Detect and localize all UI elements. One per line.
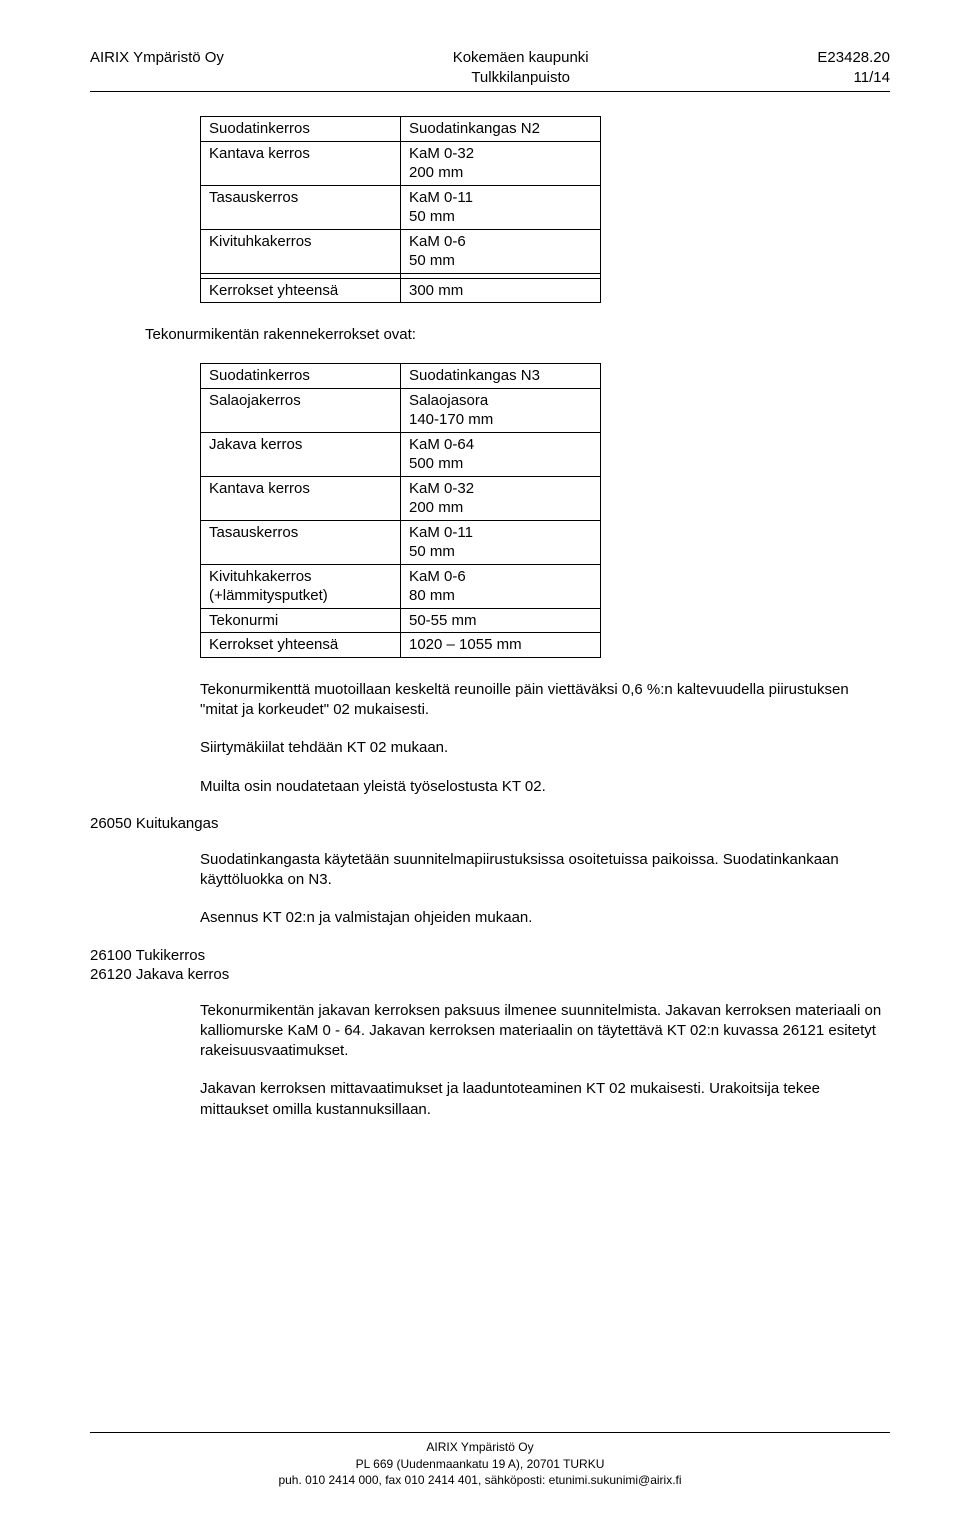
layer-value-cell: Suodatinkangas N2 bbox=[401, 117, 601, 142]
table-row: TasauskerrosKaM 0-11 50 mm bbox=[201, 185, 601, 229]
footer-address: PL 669 (Uudenmaankatu 19 A), 20701 TURKU bbox=[0, 1456, 960, 1472]
layer-name-cell: Kerrokset yhteensä bbox=[201, 633, 401, 658]
layer-name-cell: Tasauskerros bbox=[201, 185, 401, 229]
layer-value-cell: KaM 0-11 50 mm bbox=[401, 185, 601, 229]
table-row: SalaojakerrosSalaojasora 140-170 mm bbox=[201, 388, 601, 432]
layer-name-cell: Kerrokset yhteensä bbox=[201, 278, 401, 303]
layer-name-cell: Jakava kerros bbox=[201, 432, 401, 476]
para-jakava-mitta: Jakavan kerroksen mittavaatimukset ja la… bbox=[200, 1079, 890, 1120]
header-pagenum: 11/14 bbox=[817, 68, 890, 88]
table-row: Tekonurmi50-55 mm bbox=[201, 608, 601, 633]
layer-value-cell: KaM 0-32 200 mm bbox=[401, 141, 601, 185]
table-row: SuodatinkerrosSuodatinkangas N2 bbox=[201, 117, 601, 142]
layer-name-cell: Kantava kerros bbox=[201, 141, 401, 185]
intro-teko: Tekonurmikentän rakennekerrokset ovat: bbox=[145, 325, 890, 345]
para-asennus: Asennus KT 02:n ja valmistajan ohjeiden … bbox=[200, 908, 890, 928]
layer-value-cell: 1020 – 1055 mm bbox=[401, 633, 601, 658]
page-header: AIRIX Ympäristö Oy Kokemäen kaupunki Tul… bbox=[90, 48, 890, 87]
layer-name-cell: Suodatinkerros bbox=[201, 364, 401, 389]
layers-table-1: SuodatinkerrosSuodatinkangas N2Kantava k… bbox=[200, 116, 601, 303]
footer-contact: puh. 010 2414 000, fax 010 2414 401, säh… bbox=[0, 1472, 960, 1488]
layer-value-cell: 50-55 mm bbox=[401, 608, 601, 633]
footer-rule bbox=[90, 1432, 890, 1433]
layer-value-cell: Salaojasora 140-170 mm bbox=[401, 388, 601, 432]
table-row: Kivituhkakerros (+lämmitysputket)KaM 0-6… bbox=[201, 564, 601, 608]
para-kaltevuus: Tekonurmikenttä muotoillaan keskeltä reu… bbox=[200, 680, 890, 721]
heading-26120: 26120 Jakava kerros bbox=[90, 966, 890, 983]
layer-value-cell: KaM 0-6 80 mm bbox=[401, 564, 601, 608]
layer-value-cell: Suodatinkangas N3 bbox=[401, 364, 601, 389]
table-row: SuodatinkerrosSuodatinkangas N3 bbox=[201, 364, 601, 389]
para-muilta-osin: Muilta osin noudatetaan yleistä työselos… bbox=[200, 777, 890, 797]
para-suodatinkangas: Suodatinkangasta käytetään suunnitelmapi… bbox=[200, 850, 890, 891]
layer-name-cell: Tasauskerros bbox=[201, 520, 401, 564]
layer-value-cell: KaM 0-32 200 mm bbox=[401, 476, 601, 520]
layer-value-cell: KaM 0-64 500 mm bbox=[401, 432, 601, 476]
header-docnum: E23428.20 bbox=[817, 48, 890, 68]
table-row: Kerrokset yhteensä1020 – 1055 mm bbox=[201, 633, 601, 658]
layer-value-cell: KaM 0-6 50 mm bbox=[401, 229, 601, 273]
layer-name-cell: Kantava kerros bbox=[201, 476, 401, 520]
header-right: E23428.20 11/14 bbox=[817, 48, 890, 87]
header-site: Tulkkilanpuisto bbox=[453, 68, 589, 88]
layer-name-cell: Kivituhkakerros (+lämmitysputket) bbox=[201, 564, 401, 608]
layer-name-cell: Salaojakerros bbox=[201, 388, 401, 432]
table-row: KivituhkakerrosKaM 0-6 50 mm bbox=[201, 229, 601, 273]
table-row: Kantava kerrosKaM 0-32 200 mm bbox=[201, 476, 601, 520]
para-siirtymakiilat: Siirtymäkiilat tehdään KT 02 mukaan. bbox=[200, 738, 890, 758]
para-jakava-paksuus: Tekonurmikentän jakavan kerroksen paksuu… bbox=[200, 1001, 890, 1062]
table-row: Jakava kerrosKaM 0-64 500 mm bbox=[201, 432, 601, 476]
layer-name-cell: Suodatinkerros bbox=[201, 117, 401, 142]
layer-name-cell: Tekonurmi bbox=[201, 608, 401, 633]
header-rule bbox=[90, 91, 890, 92]
layers-table-2: SuodatinkerrosSuodatinkangas N3Salaojake… bbox=[200, 363, 601, 658]
heading-26100: 26100 Tukikerros bbox=[90, 947, 890, 964]
layer-value-cell: KaM 0-11 50 mm bbox=[401, 520, 601, 564]
table-row: Kerrokset yhteensä300 mm bbox=[201, 278, 601, 303]
footer-company: AIRIX Ympäristö Oy bbox=[0, 1439, 960, 1455]
table-row: TasauskerrosKaM 0-11 50 mm bbox=[201, 520, 601, 564]
header-project: Kokemäen kaupunki bbox=[453, 48, 589, 68]
page-footer: AIRIX Ympäristö Oy PL 669 (Uudenmaankatu… bbox=[0, 1432, 960, 1488]
heading-26050: 26050 Kuitukangas bbox=[90, 815, 890, 832]
table-row: Kantava kerrosKaM 0-32 200 mm bbox=[201, 141, 601, 185]
layer-name-cell: Kivituhkakerros bbox=[201, 229, 401, 273]
header-company: AIRIX Ympäristö Oy bbox=[90, 48, 224, 87]
header-center: Kokemäen kaupunki Tulkkilanpuisto bbox=[453, 48, 589, 87]
layer-value-cell: 300 mm bbox=[401, 278, 601, 303]
